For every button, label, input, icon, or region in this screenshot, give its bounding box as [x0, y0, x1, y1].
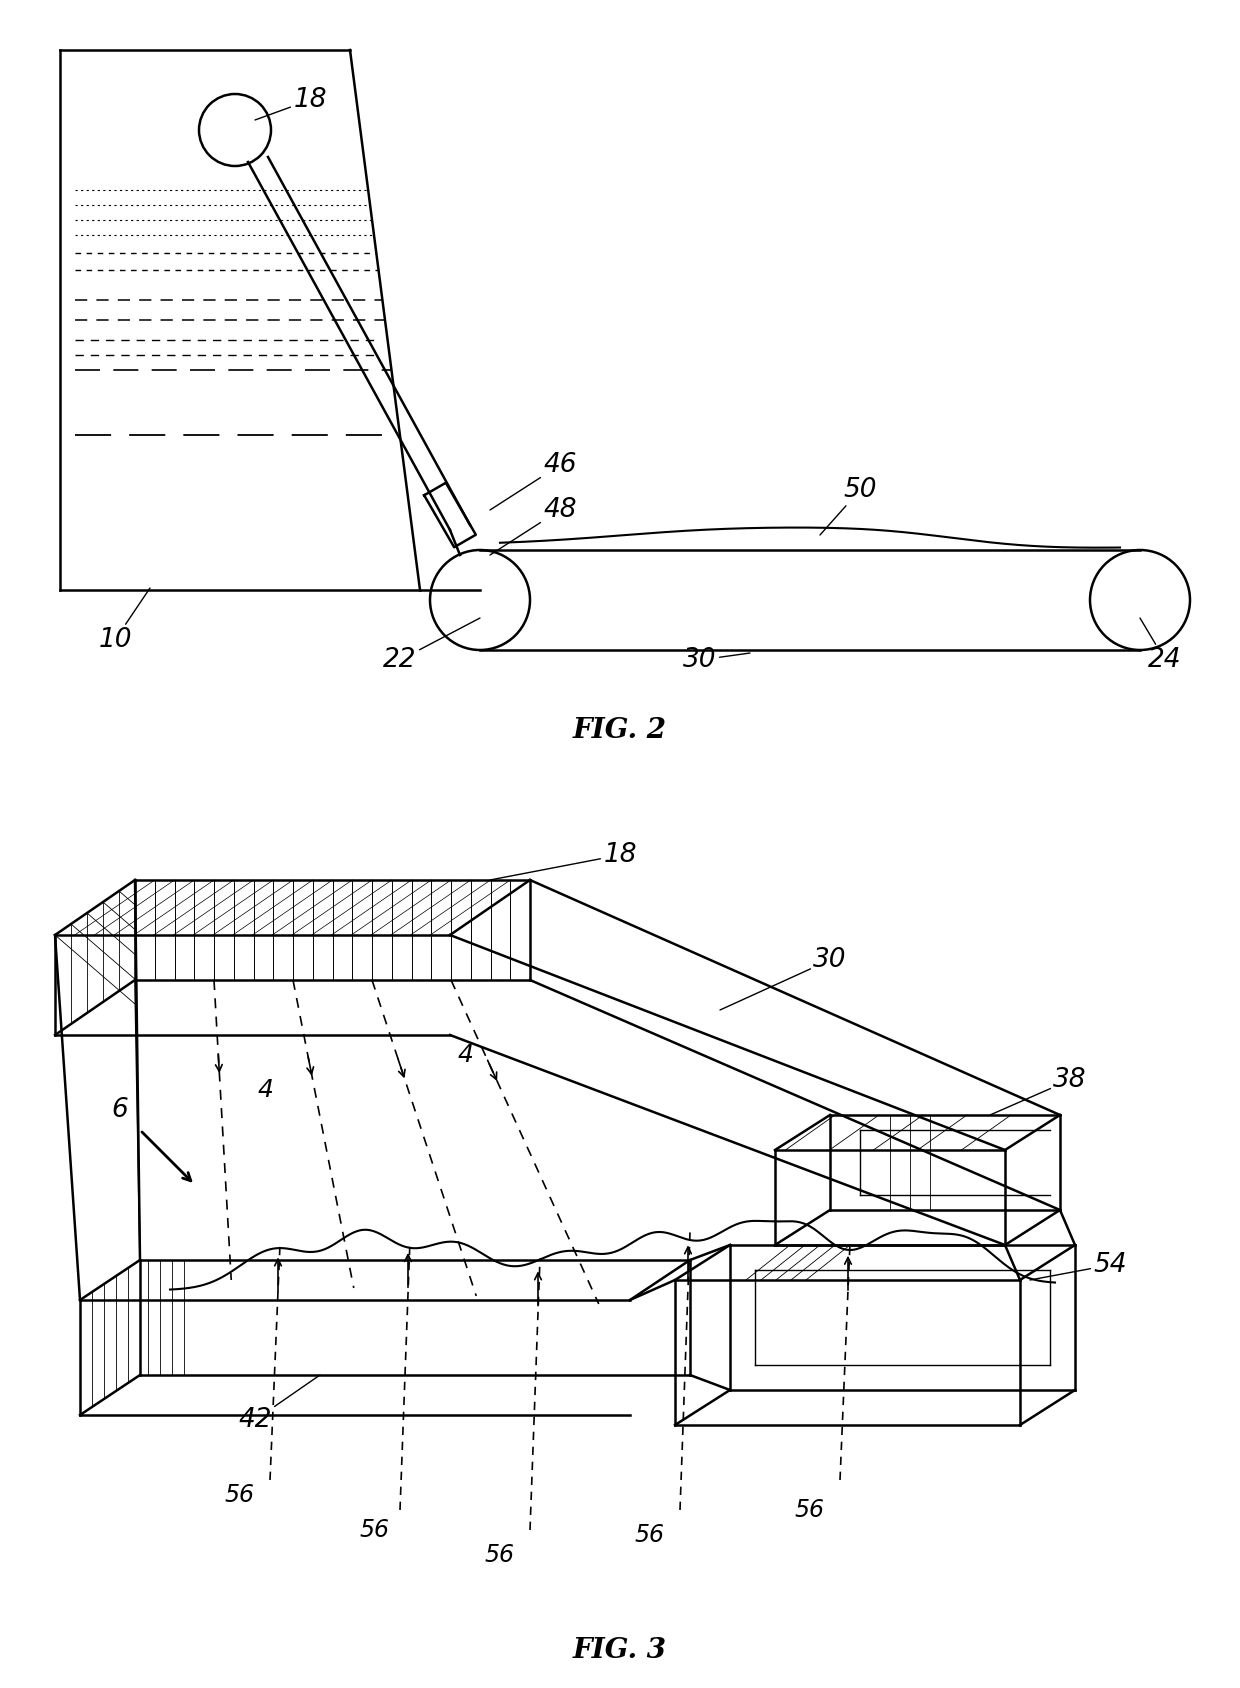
Text: 4: 4: [458, 1043, 472, 1067]
Text: 10: 10: [98, 587, 150, 653]
Text: 42: 42: [238, 1376, 320, 1433]
Text: 18: 18: [255, 88, 327, 120]
Text: 50: 50: [820, 478, 877, 535]
Text: FIG. 3: FIG. 3: [573, 1636, 667, 1663]
Text: 46: 46: [490, 452, 577, 510]
Text: 56: 56: [635, 1523, 665, 1546]
Text: 48: 48: [490, 496, 577, 555]
Text: 56: 56: [795, 1497, 825, 1523]
Text: 56: 56: [485, 1543, 515, 1566]
Text: FIG. 2: FIG. 2: [573, 716, 667, 743]
Text: 22: 22: [383, 618, 480, 674]
Text: 54: 54: [1030, 1252, 1127, 1280]
Text: 24: 24: [1140, 618, 1182, 674]
Text: 30: 30: [720, 947, 847, 1009]
Text: 4: 4: [257, 1079, 273, 1102]
Text: 30: 30: [683, 647, 750, 674]
Text: 38: 38: [990, 1067, 1086, 1116]
Text: 56: 56: [360, 1518, 391, 1543]
Text: 18: 18: [490, 842, 637, 879]
Text: 6: 6: [112, 1097, 129, 1123]
Text: 56: 56: [224, 1484, 255, 1507]
